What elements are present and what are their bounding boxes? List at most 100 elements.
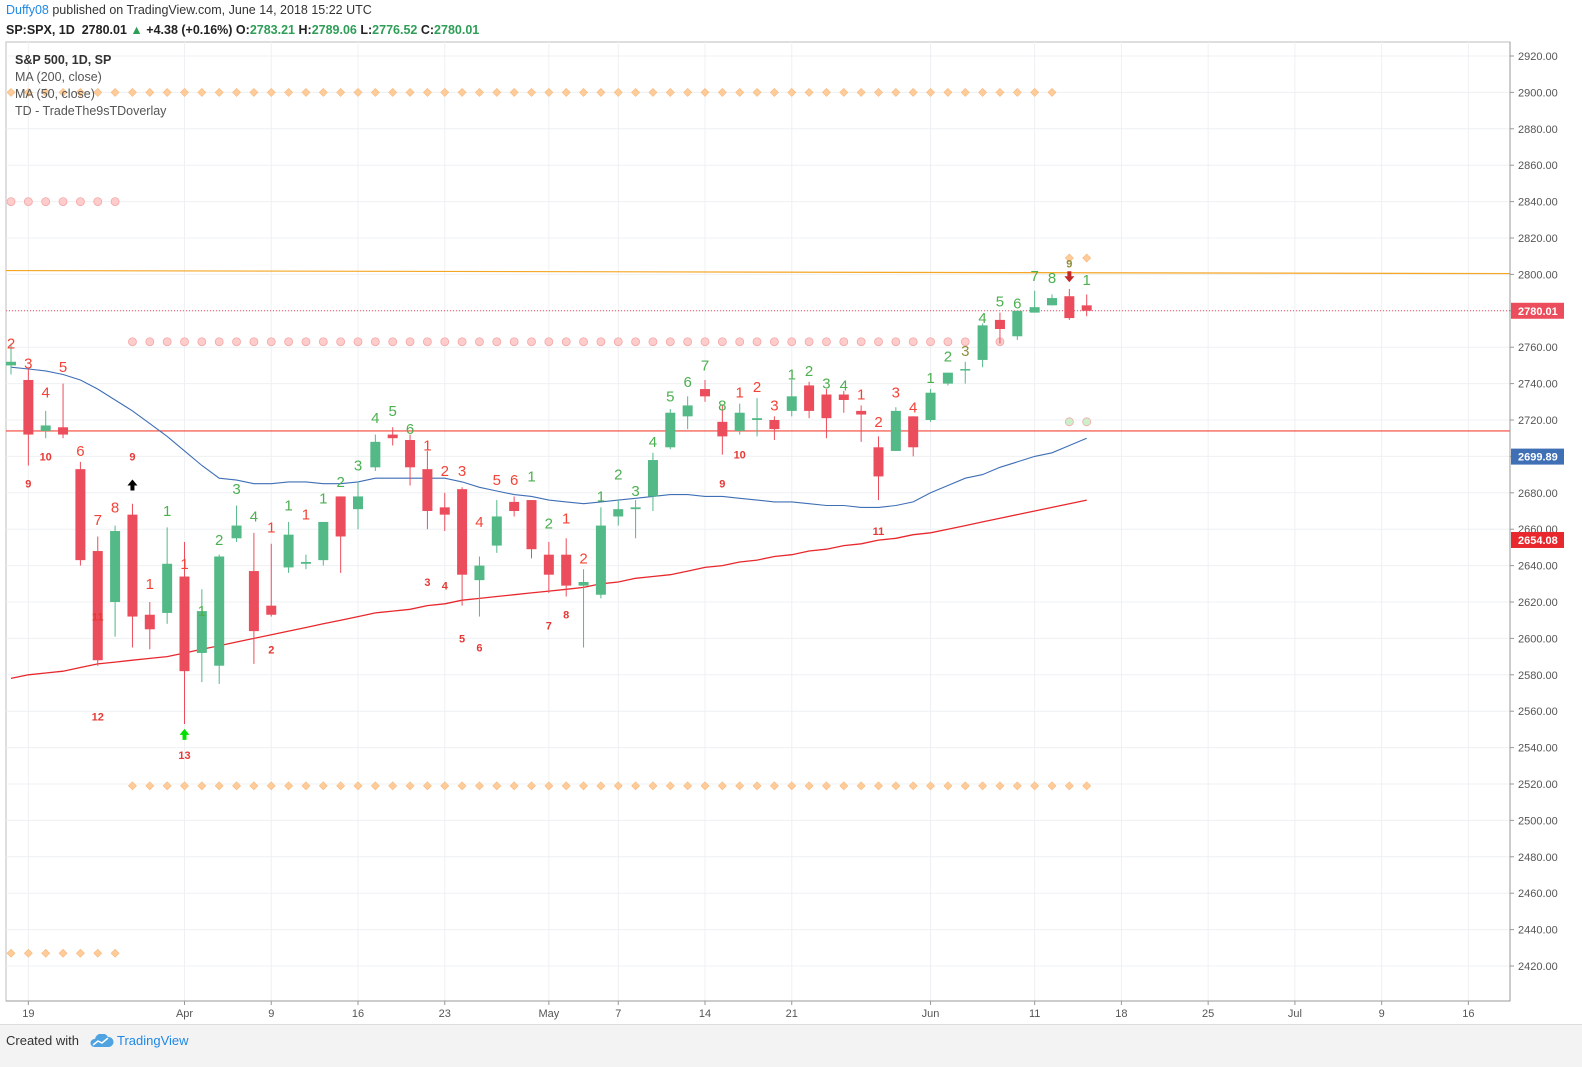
price-tag: [1511, 448, 1564, 465]
price-tick-label: 2620.00: [1518, 597, 1558, 609]
level-diamond: [388, 87, 398, 97]
td-countdown-label: 9: [25, 479, 31, 491]
level-diamond: [822, 87, 831, 97]
level-diamond: [388, 781, 398, 791]
td-setup-label: 7: [1030, 268, 1038, 285]
level-diamond: [492, 87, 502, 97]
price-tick-label: 2540.00: [1518, 743, 1558, 755]
level-diamond: [1012, 87, 1022, 97]
candle-body: [890, 410, 901, 451]
time-tick-label: 9: [1379, 1008, 1385, 1020]
candle-body: [214, 556, 225, 666]
level-diamond: [475, 87, 484, 97]
candle-body: [318, 521, 329, 561]
level-diamond: [995, 781, 1005, 791]
td-countdown-label: 12: [92, 712, 104, 724]
level-diamond: [579, 781, 588, 791]
candle-body: [1029, 307, 1040, 313]
candle-body: [58, 427, 69, 435]
candle-body: [786, 396, 797, 411]
legend-ma50[interactable]: MA (50, close): [15, 87, 95, 101]
candle-body: [144, 614, 155, 630]
level-diamond: [735, 87, 745, 97]
price-tick-label: 2920.00: [1518, 51, 1558, 63]
level-dot: [93, 197, 103, 207]
td-setup-label: 3: [961, 343, 969, 360]
candle-body: [1081, 305, 1092, 311]
level-diamond: [717, 87, 727, 97]
level-dot: [613, 337, 623, 347]
candle-body: [266, 605, 277, 615]
legend-ma200[interactable]: MA (200, close): [15, 70, 102, 84]
level-diamond: [75, 87, 85, 97]
td-setup-label: 6: [1013, 296, 1021, 313]
level-diamond: [596, 87, 606, 97]
level-dot: [23, 197, 33, 207]
price-tick-label: 2440.00: [1518, 925, 1558, 937]
legend-td[interactable]: TD - TradeThe9sTDoverlay: [15, 104, 167, 118]
level-dot: [596, 337, 606, 347]
level-diamond: [943, 781, 953, 791]
level-dot: [388, 337, 398, 347]
td-setup-label: 4: [250, 508, 258, 525]
tradingview-link[interactable]: TradingView: [117, 1033, 189, 1048]
td-setup-label: 5: [996, 294, 1004, 311]
td-setup-label: 6: [76, 443, 84, 460]
td-setup-label: 5: [666, 388, 674, 405]
level-diamond: [41, 87, 51, 97]
level-dot: [874, 337, 883, 347]
level-diamond: [509, 781, 519, 791]
publish-header: Duffy08 published on TradingView.com, Ju…: [0, 0, 1582, 20]
level-diamond: [700, 781, 710, 791]
candle-body: [40, 425, 51, 431]
time-tick-label: Jul: [1288, 1008, 1302, 1020]
level-diamond: [145, 781, 155, 791]
level-dot: [822, 337, 831, 347]
time-tick-label: Jun: [922, 1008, 940, 1020]
level-diamond: [769, 87, 779, 97]
price-tick-label: 2480.00: [1518, 852, 1558, 864]
level-dot: [509, 337, 519, 347]
td-setup-label: 1: [180, 556, 188, 573]
candle-body: [457, 489, 468, 575]
level-diamond: [353, 781, 363, 791]
level-diamond: [197, 781, 207, 791]
author-link[interactable]: Duffy08: [6, 3, 49, 17]
td-setup-label: 3: [631, 483, 639, 500]
candle-body: [647, 460, 658, 497]
level-diamond: [266, 87, 276, 97]
td-setup-label: 1: [1083, 272, 1091, 289]
candle-body: [752, 418, 763, 420]
level-diamond: [978, 781, 988, 791]
candle-body: [509, 501, 520, 511]
level-diamond: [891, 781, 901, 791]
level-diamond: [318, 87, 328, 97]
level-diamond: [440, 87, 450, 97]
td-setup-label: 1: [284, 498, 292, 515]
td-setup-label: 2: [545, 516, 553, 533]
quote-bar: SP:SPX, 1D 2780.01 ▲ +4.38 (+0.16%) O:27…: [0, 20, 1582, 40]
candle-body: [110, 531, 121, 602]
candle-body: [196, 611, 207, 653]
level-dot: [787, 337, 797, 347]
level-diamond: [110, 948, 120, 958]
level-dot: [943, 337, 953, 347]
legend-series[interactable]: S&P 500, 1D, SP: [15, 53, 112, 67]
td-setup-label: 3: [770, 397, 778, 414]
td-setup-label: 1: [562, 510, 570, 527]
level-dot: [683, 337, 693, 347]
open-label: O:: [235, 23, 250, 37]
level-diamond: [405, 87, 415, 97]
level-diamond: [301, 781, 311, 791]
level-diamond: [874, 781, 883, 791]
level-dot: [301, 337, 311, 347]
td-setup-label: 4: [649, 434, 657, 451]
time-tick-label: Apr: [176, 1008, 193, 1020]
level-diamond: [926, 781, 935, 791]
level-diamond: [214, 87, 224, 97]
candle-body: [942, 372, 953, 384]
level-dot: [544, 337, 554, 347]
price-tick-label: 2860.00: [1518, 160, 1558, 172]
time-tick-label: 18: [1115, 1008, 1127, 1020]
